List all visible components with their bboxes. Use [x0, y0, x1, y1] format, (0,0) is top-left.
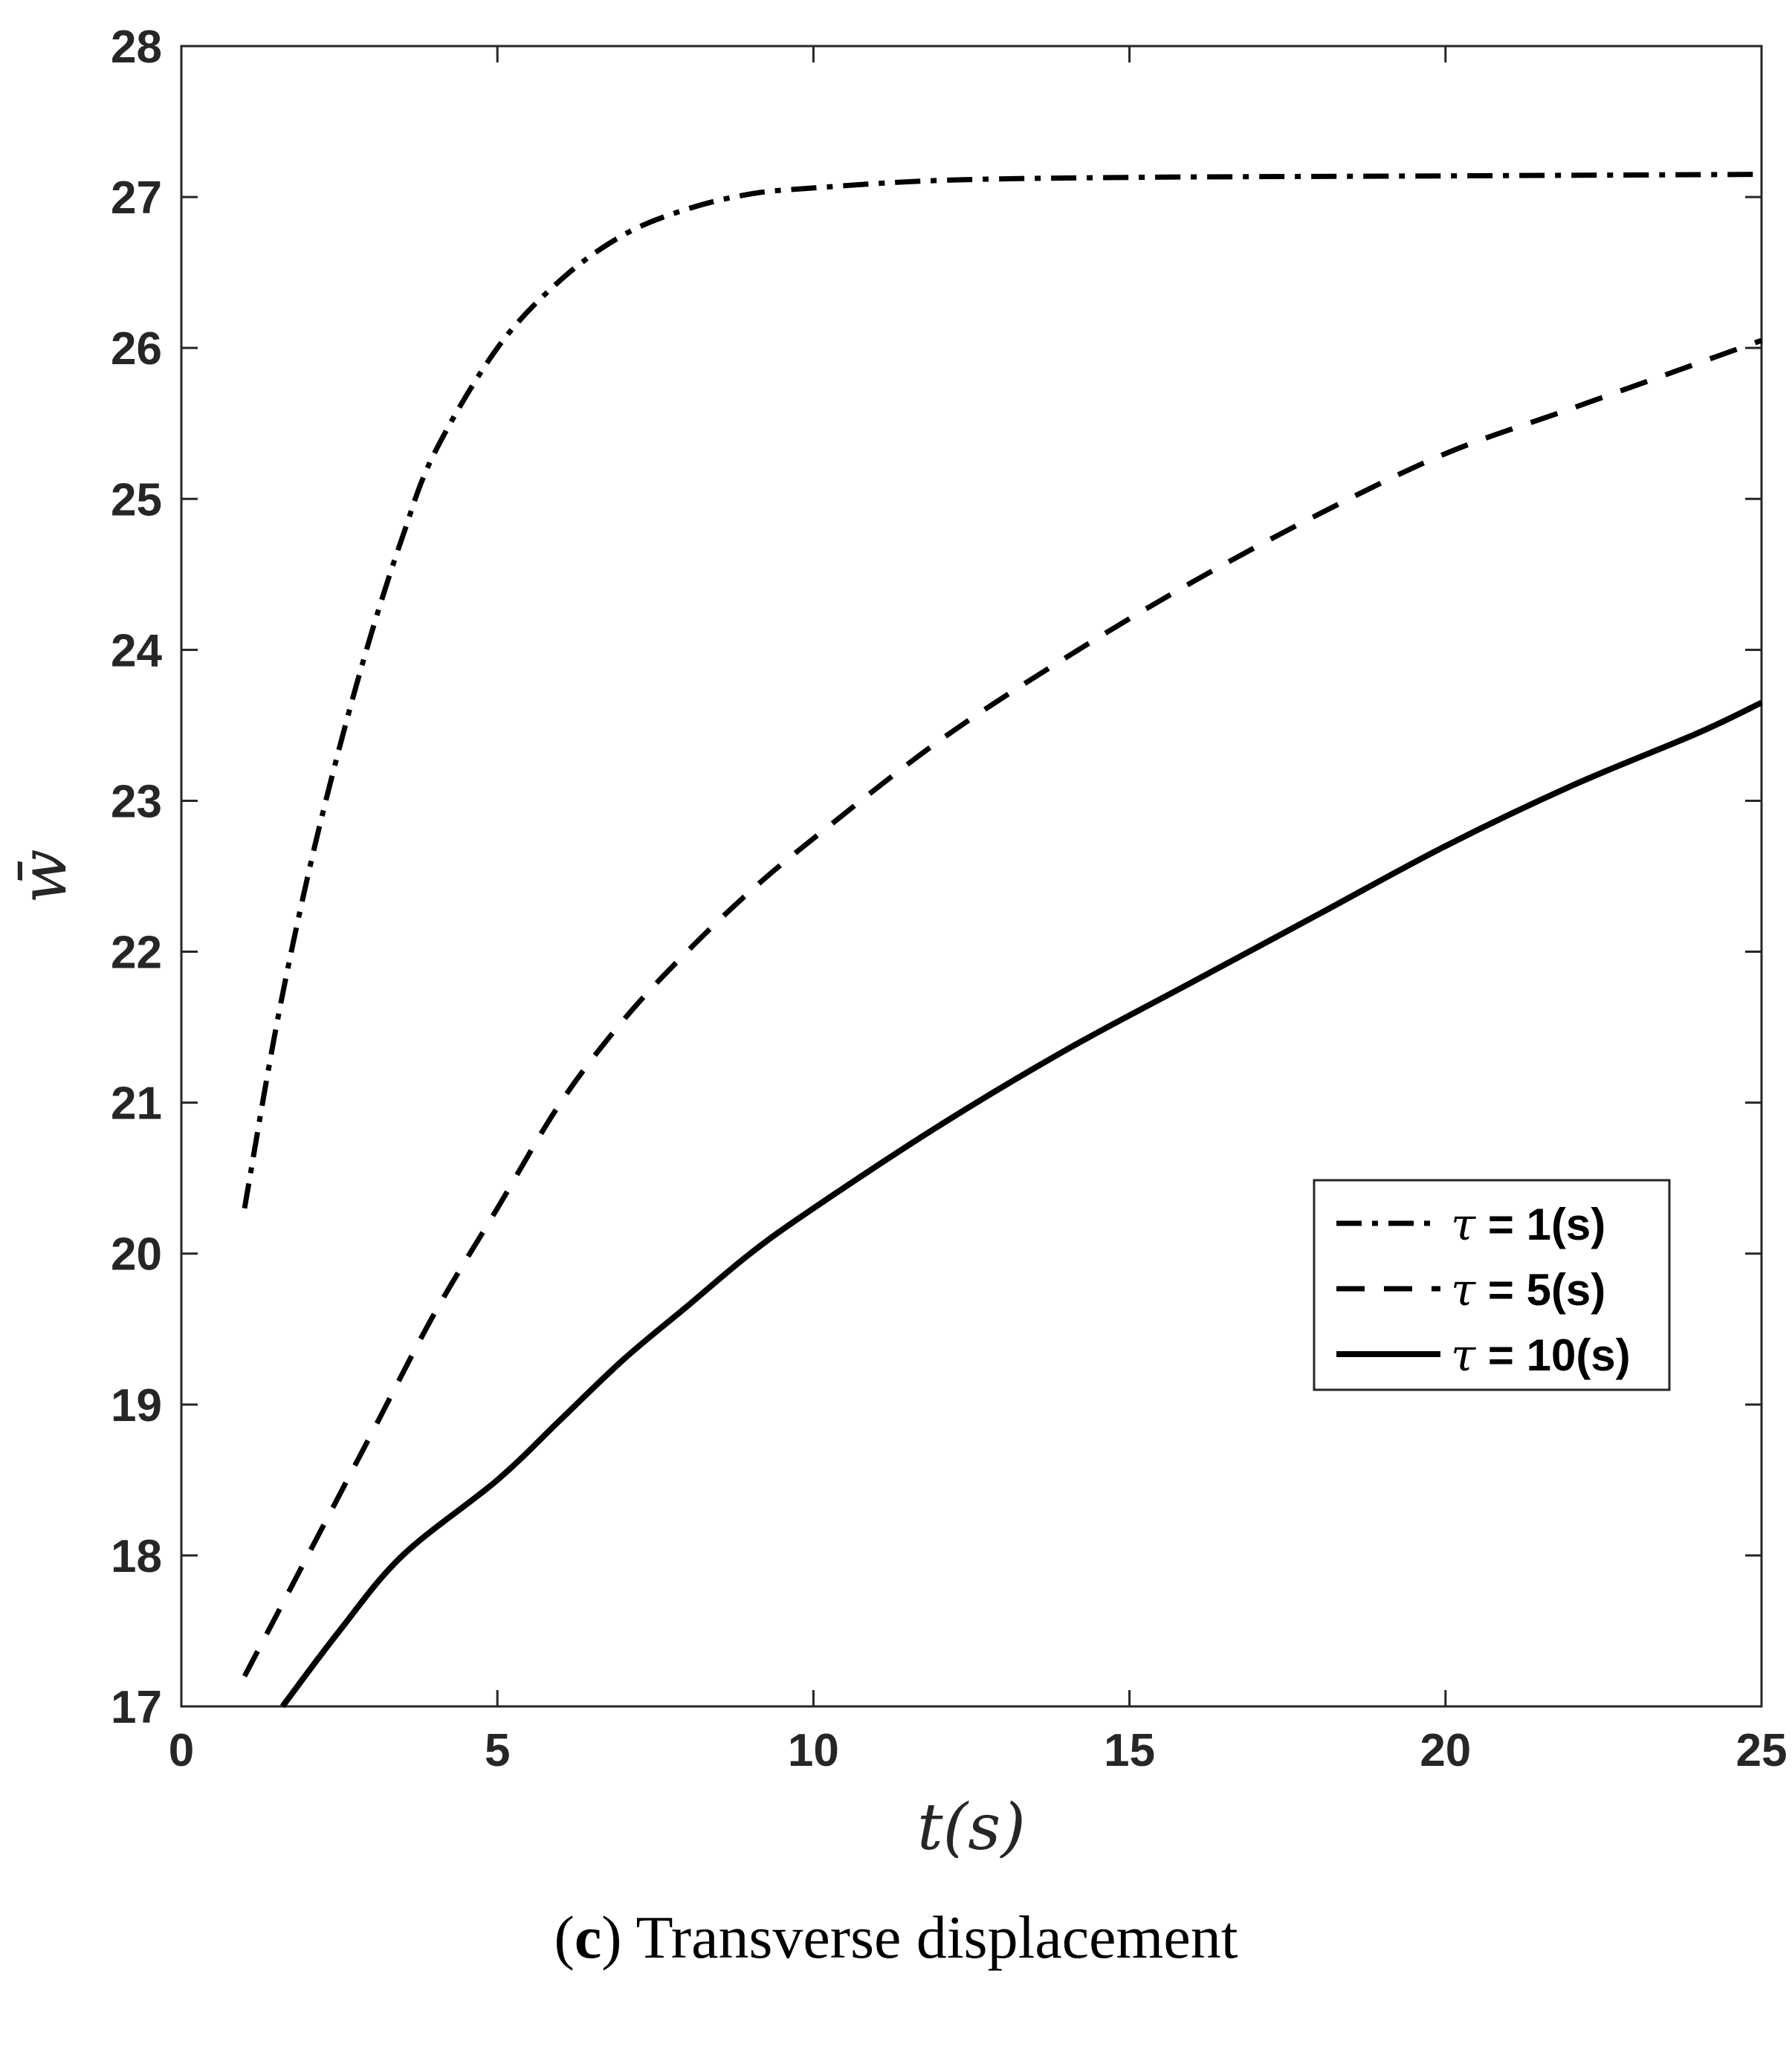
- y-tick-label: 23: [111, 776, 162, 827]
- y-tick-label: 22: [111, 928, 162, 979]
- axis-ticks: [180, 45, 1763, 1708]
- x-tick-label: 25: [1736, 1725, 1788, 1776]
- plot-frame: [180, 45, 1763, 1708]
- y-tick-label: 28: [111, 22, 162, 73]
- series-lines: [242, 172, 1763, 1709]
- legend-label-1: τ = 1(s): [1451, 1199, 1605, 1251]
- figure-caption: (c) Transverse displacement: [0, 1903, 1792, 1972]
- legend-tau-symbol: τ: [1451, 1199, 1476, 1251]
- y-tick-label: 24: [111, 625, 162, 676]
- legend-tau-symbol: τ: [1451, 1330, 1476, 1382]
- x-axis-label: t(s): [917, 1790, 1026, 1858]
- legend: τ = 1(s)τ = 5(s)τ = 10(s): [1313, 1179, 1671, 1391]
- y-axis-label: w̄: [7, 849, 81, 904]
- series-line-3: [279, 699, 1763, 1709]
- legend-label-3: τ = 10(s): [1451, 1330, 1631, 1382]
- legend-value: = 5(s): [1475, 1265, 1605, 1315]
- y-tick-label: 25: [111, 474, 162, 525]
- series-line-2: [242, 337, 1763, 1678]
- caption-text: Transverse displacement: [621, 1903, 1238, 1971]
- y-tick-label: 18: [111, 1531, 162, 1582]
- x-tick-label: 0: [169, 1725, 194, 1776]
- legend-tau-symbol: τ: [1451, 1264, 1476, 1316]
- y-tick-label: 17: [111, 1682, 162, 1733]
- y-tick-label: 19: [111, 1380, 162, 1431]
- y-tick-label: 20: [111, 1229, 162, 1281]
- caption-open-paren: (: [554, 1903, 575, 1971]
- x-tick-label: 10: [788, 1725, 839, 1776]
- y-tick-label: 26: [111, 323, 162, 375]
- plot-area: [180, 45, 1763, 1708]
- legend-label-2: τ = 5(s): [1451, 1264, 1605, 1316]
- y-tick-label: 27: [111, 172, 162, 224]
- series-line-1: [242, 172, 1762, 1209]
- legend-value: = 10(s): [1475, 1330, 1630, 1380]
- tick-labels: 0 5 10 15 20 25 17 18 19 20 21 22 23 24 25 26 27 28: [111, 22, 1787, 1776]
- x-tick-label: 20: [1420, 1725, 1471, 1776]
- x-tick-label: 5: [485, 1725, 510, 1776]
- y-tick-label: 21: [111, 1078, 162, 1130]
- x-tick-label: 15: [1104, 1725, 1155, 1776]
- caption-close-paren: ): [601, 1903, 622, 1971]
- caption-letter: c: [574, 1903, 602, 1971]
- legend-value: = 1(s): [1475, 1200, 1605, 1249]
